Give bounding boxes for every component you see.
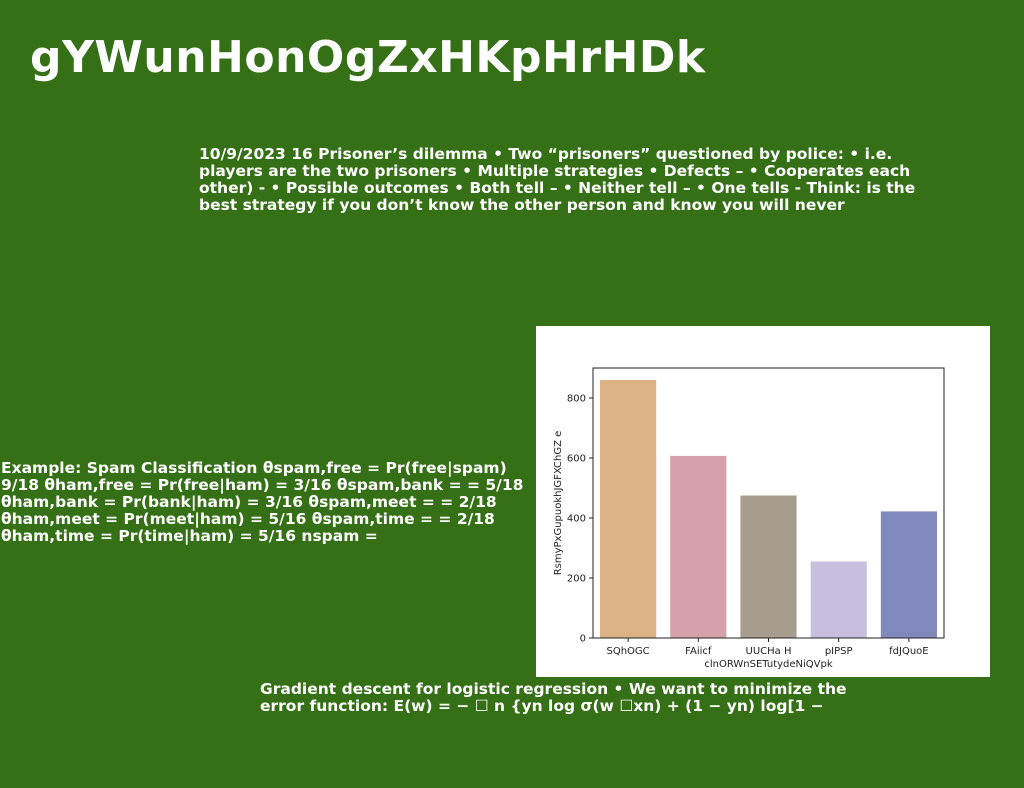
plot-frame xyxy=(592,367,945,639)
text-block-spam-classification: Example: Spam Classification θspam,free … xyxy=(1,459,524,545)
bar-uucha-h xyxy=(740,495,797,638)
x-tick-label: pIPSP xyxy=(825,646,853,657)
x-axis-label: clnORWnSETutydeNiQVpk xyxy=(704,659,833,670)
text-block-prisoners-dilemma: 10/9/2023 16 Prisoner’s dilemma • Two “p… xyxy=(199,145,916,214)
x-tick-label: fdJQuoE xyxy=(889,646,928,657)
page-title: gYWunHonOgZxHKpHrHDk xyxy=(30,32,706,83)
bar-chart: 0 200 400 600 800 SQhOGC FAiicf UUCHa H pIPSP fd… xyxy=(536,326,990,677)
y-tick-label: 400 xyxy=(567,514,586,525)
x-tick-label: UUCHa H xyxy=(746,646,792,657)
bar-sqhogc xyxy=(600,380,657,638)
bar-chart-svg: 0 200 400 600 800 SQhOGC FAiicf UUCHa H pIPSP fd… xyxy=(553,367,945,670)
bars xyxy=(600,380,937,638)
x-tick-label: FAiicf xyxy=(685,646,712,657)
y-tick-label: 0 xyxy=(580,634,586,645)
y-tick-label: 600 xyxy=(567,454,586,465)
x-axis-ticks: SQhOGC FAiicf UUCHa H pIPSP fdJQuoE xyxy=(607,638,929,657)
y-axis-label: RsmyPxGupuokhJGFXChGZ e xyxy=(553,431,564,576)
y-tick-label: 800 xyxy=(567,394,586,405)
bar-fdjquoe xyxy=(880,511,937,638)
bar-pipsp xyxy=(810,561,867,638)
y-axis-ticks: 0 200 400 600 800 xyxy=(567,394,593,645)
text-block-gradient-descent: Gradient descent for logistic regression… xyxy=(260,680,847,715)
x-tick-label: SQhOGC xyxy=(607,646,650,657)
bar-faiicf xyxy=(670,455,727,638)
y-tick-label: 200 xyxy=(567,574,586,585)
